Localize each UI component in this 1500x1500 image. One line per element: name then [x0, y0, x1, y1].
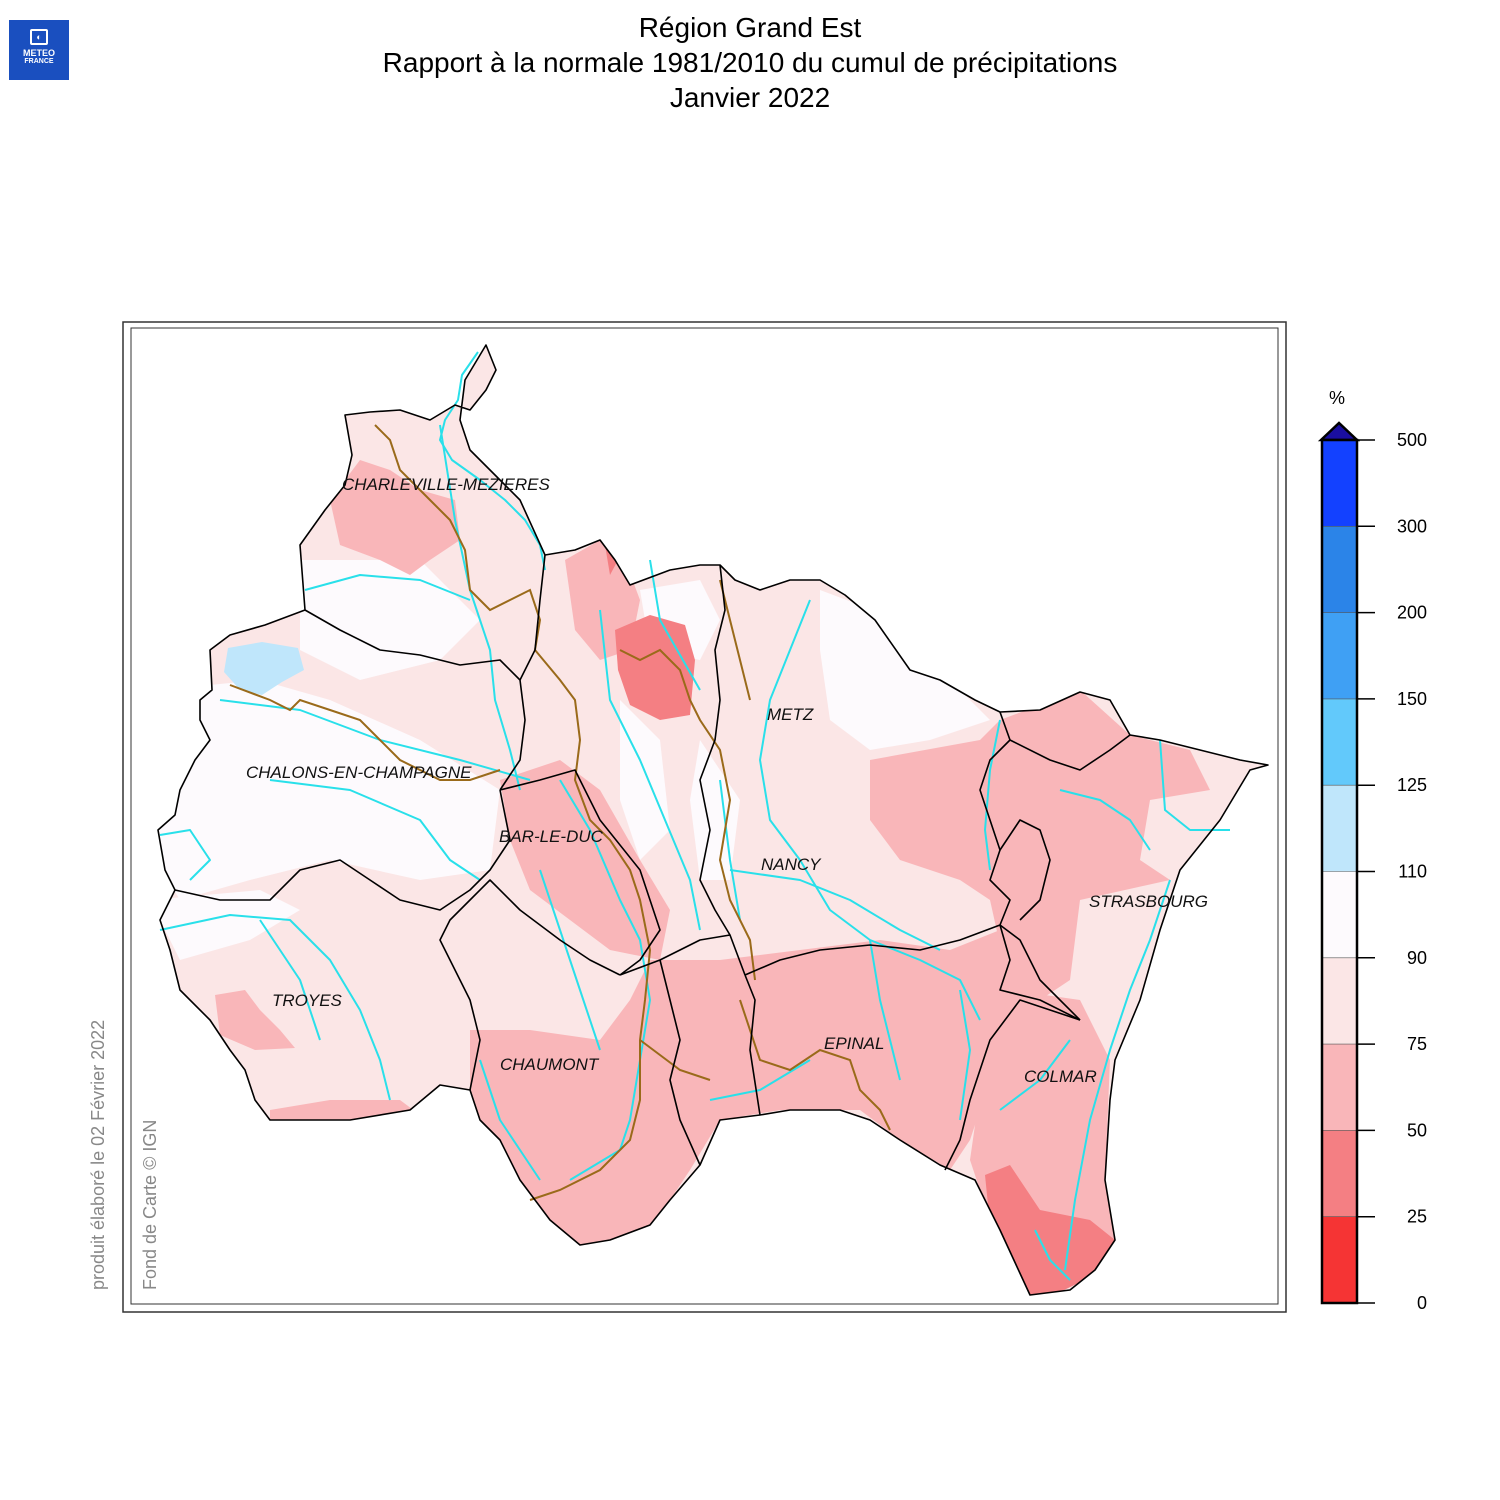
title-subject: Rapport à la normale 1981/2010 du cumul …: [382, 47, 1118, 78]
legend-tick-label: 50: [1407, 1120, 1427, 1140]
city-label-chaumont: CHAUMONT: [500, 1055, 600, 1074]
city-labels: CHARLEVILLE-MEZIERES METZ CHALONS-EN-CHA…: [246, 475, 1208, 1086]
legend-band-200-300: [1322, 526, 1357, 614]
legend-tick-label: 200: [1397, 603, 1427, 623]
legend-band-90-110: [1322, 871, 1357, 959]
legend-tick-label: 300: [1397, 516, 1427, 536]
city-label-metz: METZ: [767, 705, 814, 724]
rivers: [159, 351, 1230, 1281]
legend-tick-label: 500: [1397, 430, 1427, 450]
meteo-france-logo: ◐ METEO FRANCE: [9, 20, 69, 80]
title-region: Région Grand Est: [638, 12, 862, 43]
city-label-epinal: EPINAL: [824, 1034, 884, 1053]
logo-text-line2: FRANCE: [24, 58, 54, 65]
legend-tick-label: 90: [1407, 948, 1427, 968]
logo-glyph-icon: ◐: [30, 29, 48, 45]
map-frame: [122, 321, 1287, 1313]
city-label-barleduc: BAR-LE-DUC: [499, 827, 604, 846]
logo-text-line1: METEO: [22, 48, 55, 58]
legend-tick-label: 125: [1397, 775, 1427, 795]
city-label-colmar: COLMAR: [1024, 1067, 1097, 1086]
precip-fields: [158, 345, 1268, 1295]
legend-band-25-50: [1322, 1130, 1357, 1218]
legend-overflow-arrow: [1317, 421, 1361, 442]
legend-band-300-500: [1322, 440, 1357, 527]
city-label-nancy: NANCY: [761, 855, 822, 874]
legend-tick-label: 150: [1397, 689, 1427, 709]
title-period: Janvier 2022: [669, 82, 831, 113]
city-label-charleville: CHARLEVILLE-MEZIERES: [342, 475, 550, 494]
legend-tick-label: 110: [1398, 862, 1427, 882]
legend: % 500 300 200 150 125 110 90 75 50 25 0: [1317, 388, 1427, 1313]
legend-tick-label: 25: [1407, 1207, 1427, 1227]
city-label-chalons: CHALONS-EN-CHAMPAGNE: [246, 763, 472, 782]
department-borders: [157, 344, 1269, 1296]
legend-band-0-25: [1322, 1216, 1357, 1304]
legend-unit: %: [1329, 388, 1345, 408]
legend-ticks: 500 300 200 150 125 110 90 75 50 25 0: [1357, 430, 1427, 1313]
city-label-troyes: TROYES: [272, 991, 343, 1010]
legend-band-50-75: [1322, 1044, 1357, 1131]
map-title-block: Région Grand Est Rapport à la normale 19…: [0, 10, 1500, 115]
legend-band-110-125: [1322, 785, 1357, 872]
legend-tick-label: 75: [1407, 1034, 1427, 1054]
legend-tick-label: 0: [1417, 1293, 1427, 1313]
city-label-strasbourg: STRASBOURG: [1089, 892, 1208, 911]
legend-color-bands: [1322, 440, 1357, 1304]
basin-borders: [229, 424, 891, 1201]
legend-band-75-90: [1322, 957, 1357, 1045]
legend-band-150-200: [1322, 612, 1357, 700]
legend-band-125-150: [1322, 698, 1357, 786]
